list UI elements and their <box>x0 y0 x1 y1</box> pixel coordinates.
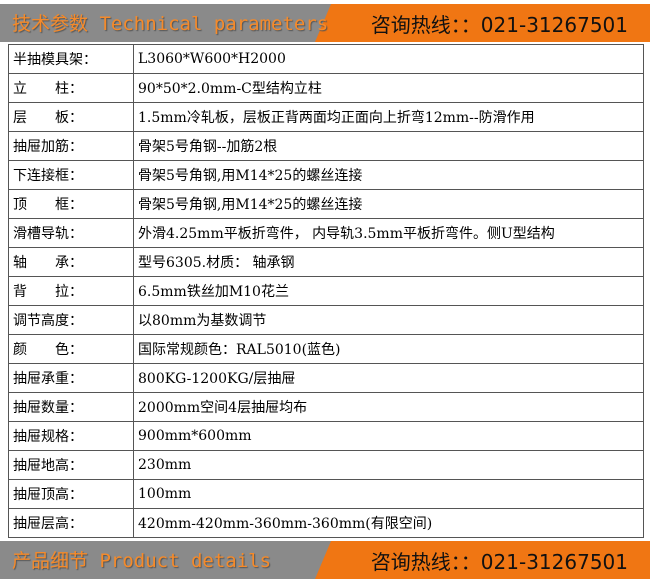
table-row: 抽屉层高： 420mm-420mm-360mm-360mm(有限空间) <box>8 508 644 538</box>
hotline-text: 咨询热线：：021-31267501 <box>370 550 628 574</box>
table-row: 半抽模具架： L3060*W600*H2000 <box>8 44 644 74</box>
param-value: 骨架5号角钢--加筋2根 <box>133 131 644 161</box>
hotline-text: 咨询热线：：021-31267501 <box>370 13 628 37</box>
param-value: 国际常规颜色：RAL5010(蓝色) <box>133 334 644 364</box>
table-row: 下连接框： 骨架5号角钢,用M14*25的螺丝连接 <box>8 160 644 190</box>
param-value: 型号6305.材质： 轴承钢 <box>133 247 644 277</box>
table-row: 抽屉规格： 900mm*600mm <box>8 421 644 451</box>
param-value: 以80mm为基数调节 <box>133 305 644 335</box>
param-value: 420mm-420mm-360mm-360mm(有限空间) <box>133 508 644 538</box>
hotline-panel <box>315 4 650 42</box>
param-label: 抽屉顶高： <box>8 479 134 509</box>
param-label: 顶 框： <box>8 189 134 219</box>
table-row: 顶 框： 骨架5号角钢,用M14*25的螺丝连接 <box>8 189 644 219</box>
param-label: 下连接框： <box>8 160 134 190</box>
table-row: 抽屉地高： 230mm <box>8 450 644 480</box>
param-label: 层 板： <box>8 102 134 132</box>
param-label: 抽屉数量： <box>8 392 134 422</box>
param-label: 抽屉承重： <box>8 363 134 393</box>
param-label: 轴 承： <box>8 247 134 277</box>
technical-parameters-banner: 技术参数 Technical parameters 咨询热线：：021-3126… <box>0 4 650 42</box>
table-row: 层 板： 1.5mm冷轧板，层板正背两面均正面向上折弯12mm--防滑作用 <box>8 102 644 132</box>
param-label: 背 拉： <box>8 276 134 306</box>
parameters-table: 半抽模具架： L3060*W600*H2000 立 柱： 90*50*2.0mm-C型… <box>8 44 644 538</box>
param-value: 1.5mm冷轧板，层板正背两面均正面向上折弯12mm--防滑作用 <box>133 102 644 132</box>
banner-title: 产品细节 Product details <box>12 550 272 572</box>
param-value: 90*50*2.0mm-C型结构立柱 <box>133 73 644 103</box>
param-value: L3060*W600*H2000 <box>133 44 644 74</box>
param-value: 骨架5号角钢,用M14*25的螺丝连接 <box>133 160 644 190</box>
product-details-banner: 产品细节 Product details 咨询热线：：021-31267501 <box>0 541 650 579</box>
table-row: 抽屉承重： 800KG-1200KG/层抽屉 <box>8 363 644 393</box>
table-row: 颜 色： 国际常规颜色：RAL5010(蓝色) <box>8 334 644 364</box>
table-row: 调节高度： 以80mm为基数调节 <box>8 305 644 335</box>
param-label: 调节高度： <box>8 305 134 335</box>
banner-title: 技术参数 Technical parameters <box>12 13 329 35</box>
table-row: 立 柱： 90*50*2.0mm-C型结构立柱 <box>8 73 644 103</box>
param-label: 颜 色： <box>8 334 134 364</box>
param-value: 骨架5号角钢,用M14*25的螺丝连接 <box>133 189 644 219</box>
param-label: 抽屉加筋： <box>8 131 134 161</box>
param-value: 100mm <box>133 479 644 509</box>
table-row: 轴 承： 型号6305.材质： 轴承钢 <box>8 247 644 277</box>
table-row: 抽屉顶高： 100mm <box>8 479 644 509</box>
table-row: 滑槽导轨： 外滑4.25mm平板折弯件， 内导轨3.5mm平板折弯件。侧U型结构 <box>8 218 644 248</box>
param-value: 2000mm空间4层抽屉均布 <box>133 392 644 422</box>
param-label: 抽屉地高： <box>8 450 134 480</box>
hotline-panel <box>315 541 650 579</box>
param-value: 800KG-1200KG/层抽屉 <box>133 363 644 393</box>
table-row: 背 拉： 6.5mm铁丝加M10花兰 <box>8 276 644 306</box>
param-label: 抽屉层高： <box>8 508 134 538</box>
table-row: 抽屉加筋： 骨架5号角钢--加筋2根 <box>8 131 644 161</box>
param-label: 滑槽导轨： <box>8 218 134 248</box>
param-label: 立 柱： <box>8 73 134 103</box>
param-value: 230mm <box>133 450 644 480</box>
table-row: 抽屉数量： 2000mm空间4层抽屉均布 <box>8 392 644 422</box>
param-value: 外滑4.25mm平板折弯件， 内导轨3.5mm平板折弯件。侧U型结构 <box>133 218 644 248</box>
param-value: 900mm*600mm <box>133 421 644 451</box>
param-value: 6.5mm铁丝加M10花兰 <box>133 276 644 306</box>
param-label: 半抽模具架： <box>8 44 134 74</box>
param-label: 抽屉规格： <box>8 421 134 451</box>
